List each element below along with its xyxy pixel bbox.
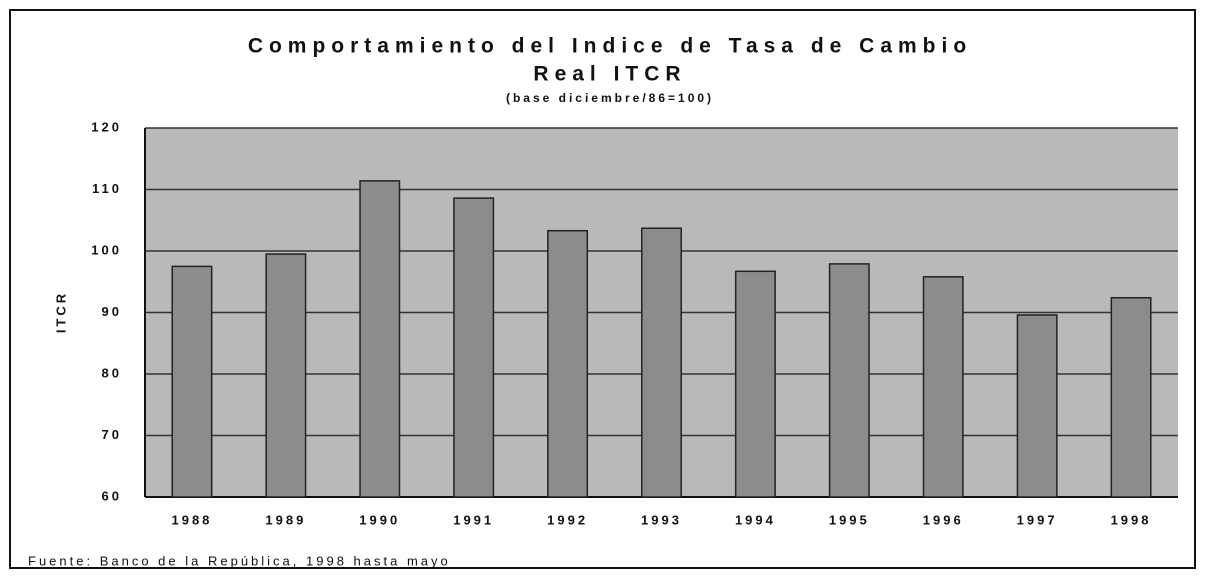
bar xyxy=(453,197,495,498)
y-tick-label: 100 xyxy=(91,242,122,257)
y-tick-label: 90 xyxy=(102,304,122,319)
bar xyxy=(265,253,307,498)
x-tick-label: 1993 xyxy=(641,512,682,527)
y-tick-label: 110 xyxy=(92,181,122,196)
x-tick-label: 1991 xyxy=(453,512,494,527)
y-tick-label: 80 xyxy=(102,365,122,380)
bar xyxy=(734,270,776,498)
bar xyxy=(1016,314,1058,498)
x-tick-label: 1990 xyxy=(359,512,400,527)
chart-title-line2: Real ITCR xyxy=(533,63,686,86)
bar xyxy=(641,227,682,498)
x-tick-label: 1988 xyxy=(171,512,212,527)
x-tick-label: 1997 xyxy=(1017,512,1058,527)
y-tick-label: 60 xyxy=(102,488,122,503)
y-axis-label: ITCR xyxy=(53,291,68,333)
bar xyxy=(547,229,589,498)
bar xyxy=(828,263,870,498)
y-tick-label: 70 xyxy=(102,427,122,442)
x-tick-label: 1989 xyxy=(265,512,306,527)
x-tick-label: 1998 xyxy=(1111,512,1152,527)
chart-title: Comportamiento del Indice de Tasa de Cam… xyxy=(248,35,972,58)
x-tick-label: 1992 xyxy=(547,512,588,527)
bar xyxy=(171,265,213,498)
bar xyxy=(922,276,964,498)
y-tick-label: 120 xyxy=(91,119,122,134)
x-tick-label: 1996 xyxy=(923,512,964,527)
source-note: Fuente: Banco de la República, 1998 hast… xyxy=(28,553,451,568)
chart-subtitle: (base diciembre/86=100) xyxy=(506,91,714,105)
bar xyxy=(359,180,401,498)
x-tick-label: 1995 xyxy=(829,512,870,527)
bar xyxy=(1110,296,1152,498)
x-tick-label: 1994 xyxy=(735,512,776,527)
